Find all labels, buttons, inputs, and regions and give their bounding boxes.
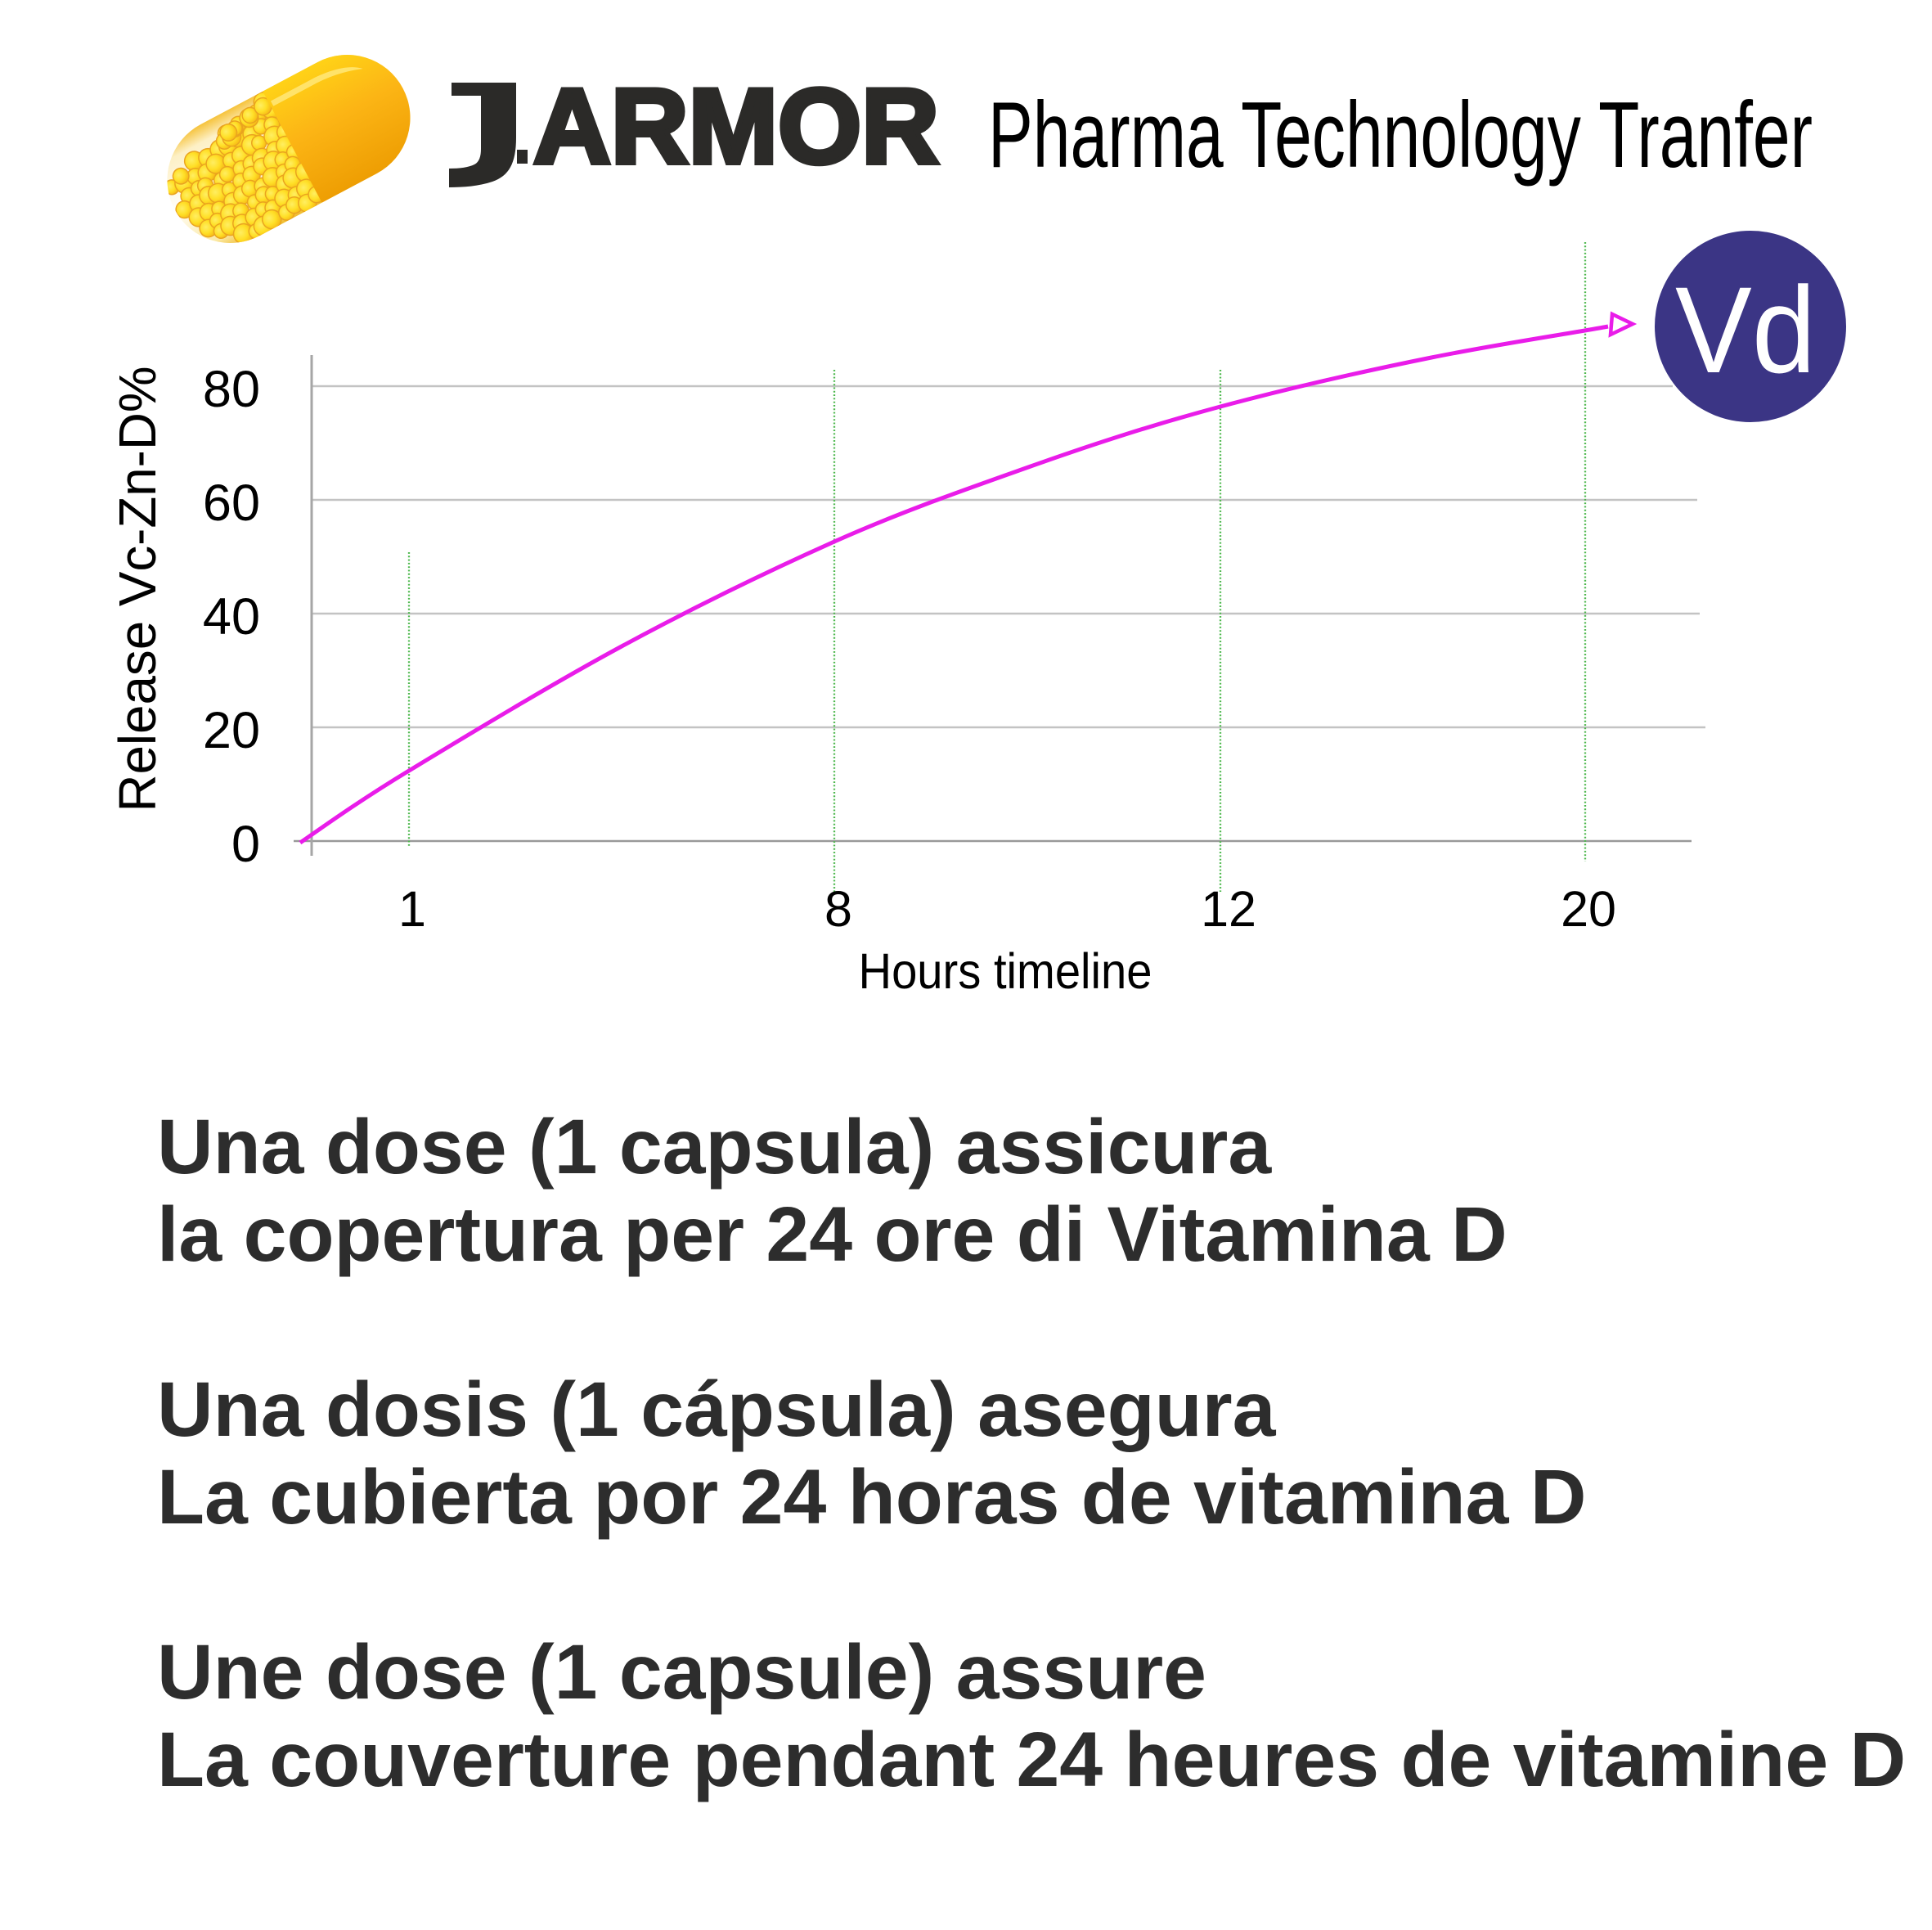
svg-text:Una dosis (1 cápsula) asegura: Una dosis (1 cápsula) asegura [157,1366,1277,1453]
svg-text:Vd: Vd [1675,261,1816,398]
svg-text:80: 80 [203,361,260,418]
svg-text:la copertura per 24 ore di Vit: la copertura per 24 ore di Vitamina D [157,1191,1507,1278]
svg-text:ARMOR: ARMOR [533,66,939,186]
svg-text:La couverture pendant 24 heure: La couverture pendant 24 heures de vitam… [157,1716,1906,1803]
svg-text:8: 8 [824,881,852,937]
svg-text:Release Vc-Zn-D%: Release Vc-Zn-D% [108,367,167,812]
svg-text:20: 20 [1561,881,1616,937]
svg-text:20: 20 [203,702,260,759]
svg-text:40: 40 [203,588,260,646]
svg-text:Hours timeline: Hours timeline [859,943,1152,999]
svg-text:Pharma Technology Tranfer: Pharma Technology Tranfer [988,83,1813,187]
svg-text:La cubierta por 24 horas de vi: La cubierta por 24 horas de vitamina D [157,1454,1586,1541]
svg-text:60: 60 [203,475,260,532]
svg-text:1: 1 [398,881,426,937]
svg-text:0: 0 [231,816,260,873]
svg-text:12: 12 [1201,881,1256,937]
svg-text:Una dose (1 capsula) assicura: Una dose (1 capsula) assicura [157,1104,1272,1190]
svg-text:Une dose (1 capsule) assure: Une dose (1 capsule) assure [157,1629,1206,1716]
